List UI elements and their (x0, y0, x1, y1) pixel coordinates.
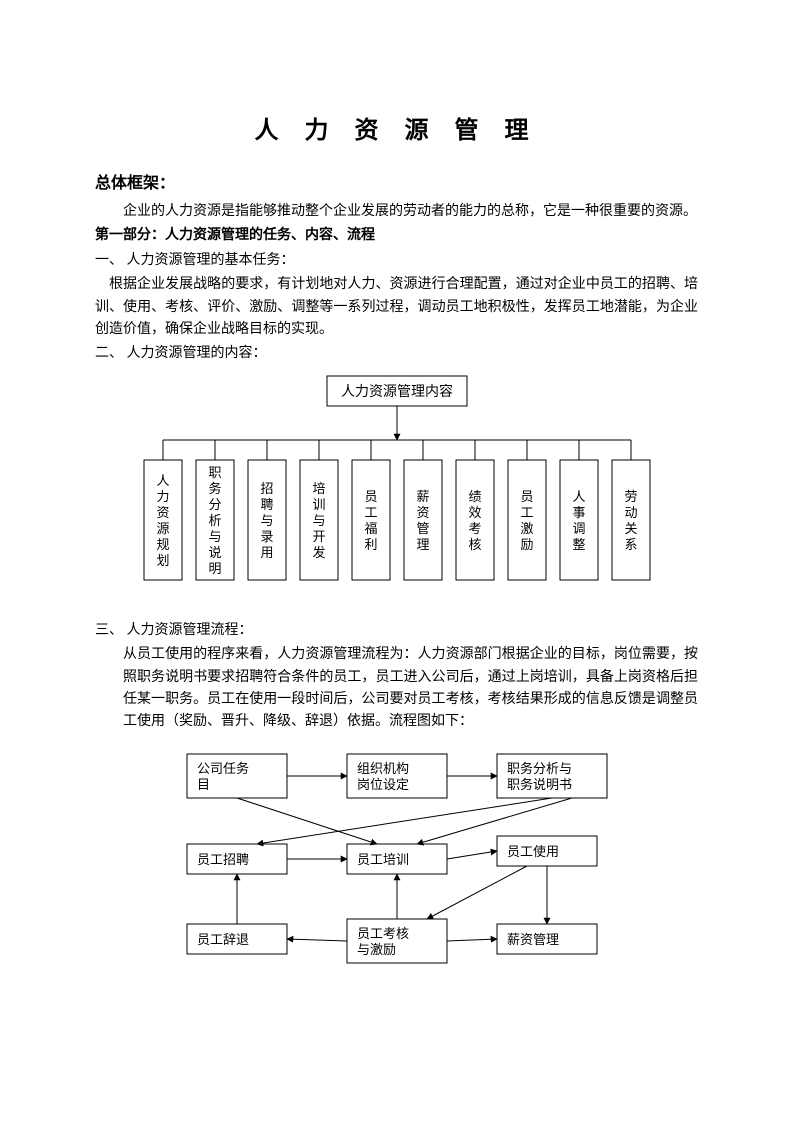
intro-paragraph: 企业的人力资源是指能够推动整个企业发展的劳动者的能力的总称，它是一种很重要的资源… (95, 201, 698, 223)
svg-text:用: 用 (260, 545, 273, 560)
hr-content-tree: 人力资源管理内容人力资源规划职务分析与说明招聘与录用培训与开发员工福利薪资管理绩… (117, 372, 677, 592)
svg-text:规: 规 (156, 537, 169, 552)
item2-heading: 二、 人力资源管理的内容： (95, 343, 698, 365)
svg-text:员: 员 (520, 489, 533, 504)
svg-text:招: 招 (260, 481, 273, 496)
svg-text:组织机构: 组织机构 (357, 761, 409, 776)
svg-text:工: 工 (520, 505, 533, 520)
svg-text:劳: 劳 (624, 489, 637, 504)
svg-text:系: 系 (624, 537, 637, 552)
document-page: 人 力 资 源 管 理 总体框架： 企业的人力资源是指能够推动整个企业发展的劳动… (0, 0, 793, 1034)
svg-text:职务说明书: 职务说明书 (507, 777, 572, 792)
item1-heading: 一、 人力资源管理的基本任务： (95, 250, 698, 272)
svg-text:员工辞退: 员工辞退 (197, 932, 249, 947)
svg-text:目: 目 (197, 777, 210, 792)
svg-text:分: 分 (208, 497, 221, 512)
svg-text:聘: 聘 (260, 497, 273, 512)
svg-text:录: 录 (260, 529, 273, 544)
svg-text:管: 管 (416, 521, 429, 536)
svg-text:与: 与 (260, 513, 273, 528)
svg-text:资: 资 (156, 505, 169, 520)
svg-text:资: 资 (416, 505, 429, 520)
svg-text:激: 激 (520, 521, 533, 536)
hr-process-flowchart: 公司任务目 组织机构岗位设定 职务分析与职务说明书员工招聘 员工培训 员工使用员工辞退 员… (137, 744, 657, 974)
framework-heading: 总体框架： (95, 169, 698, 193)
svg-text:与: 与 (312, 513, 325, 528)
svg-text:岗位设定: 岗位设定 (357, 777, 409, 792)
svg-text:公司任务: 公司任务 (197, 761, 249, 776)
svg-text:训: 训 (312, 497, 325, 512)
svg-text:培: 培 (312, 481, 325, 496)
svg-text:划: 划 (156, 553, 169, 568)
svg-text:人力资源管理内容: 人力资源管理内容 (341, 383, 453, 400)
svg-text:员: 员 (364, 489, 377, 504)
svg-text:动: 动 (624, 505, 637, 520)
part1-heading: 第一部分：人力资源管理的任务、内容、流程 (95, 225, 698, 247)
svg-text:考: 考 (468, 521, 481, 536)
svg-text:调: 调 (572, 521, 585, 536)
svg-text:励: 励 (520, 537, 533, 552)
svg-text:明: 明 (208, 561, 221, 576)
svg-text:整: 整 (572, 537, 585, 552)
item1-body: 根据企业发展战略的要求，有计划地对人力、资源进行合理配置，通过对企业中员工的招聘… (95, 274, 698, 341)
item3-body: 从员工使用的程序来看，人力资源管理流程为：人力资源部门根据企业的目标，岗位需要，… (95, 644, 698, 734)
page-title: 人 力 资 源 管 理 (95, 110, 698, 145)
svg-text:与激励: 与激励 (357, 942, 396, 957)
svg-text:职务分析与: 职务分析与 (507, 761, 572, 776)
svg-text:薪资管理: 薪资管理 (507, 932, 559, 947)
svg-text:职: 职 (208, 465, 221, 480)
svg-text:开: 开 (312, 529, 325, 544)
svg-text:源: 源 (156, 521, 169, 536)
svg-text:务: 务 (208, 481, 221, 496)
svg-text:效: 效 (468, 505, 481, 520)
svg-text:工: 工 (364, 505, 377, 520)
svg-text:人: 人 (572, 489, 585, 504)
svg-text:核: 核 (468, 537, 481, 552)
svg-text:薪: 薪 (416, 489, 429, 504)
svg-text:关: 关 (624, 521, 637, 536)
svg-text:员工招聘: 员工招聘 (197, 852, 249, 867)
svg-text:发: 发 (312, 545, 325, 560)
svg-text:力: 力 (156, 489, 169, 504)
svg-text:福: 福 (364, 521, 377, 536)
svg-text:员工考核: 员工考核 (357, 926, 409, 941)
svg-text:绩: 绩 (468, 489, 481, 504)
svg-text:利: 利 (364, 537, 377, 552)
svg-text:说: 说 (208, 545, 221, 560)
item3-heading: 三、 人力资源管理流程： (95, 620, 698, 642)
svg-text:理: 理 (416, 537, 429, 552)
svg-text:析: 析 (208, 513, 221, 528)
svg-text:员工使用: 员工使用 (507, 844, 559, 859)
svg-text:与: 与 (208, 529, 221, 544)
svg-text:员工培训: 员工培训 (357, 852, 409, 867)
svg-text:事: 事 (572, 505, 585, 520)
svg-text:人: 人 (156, 473, 169, 488)
